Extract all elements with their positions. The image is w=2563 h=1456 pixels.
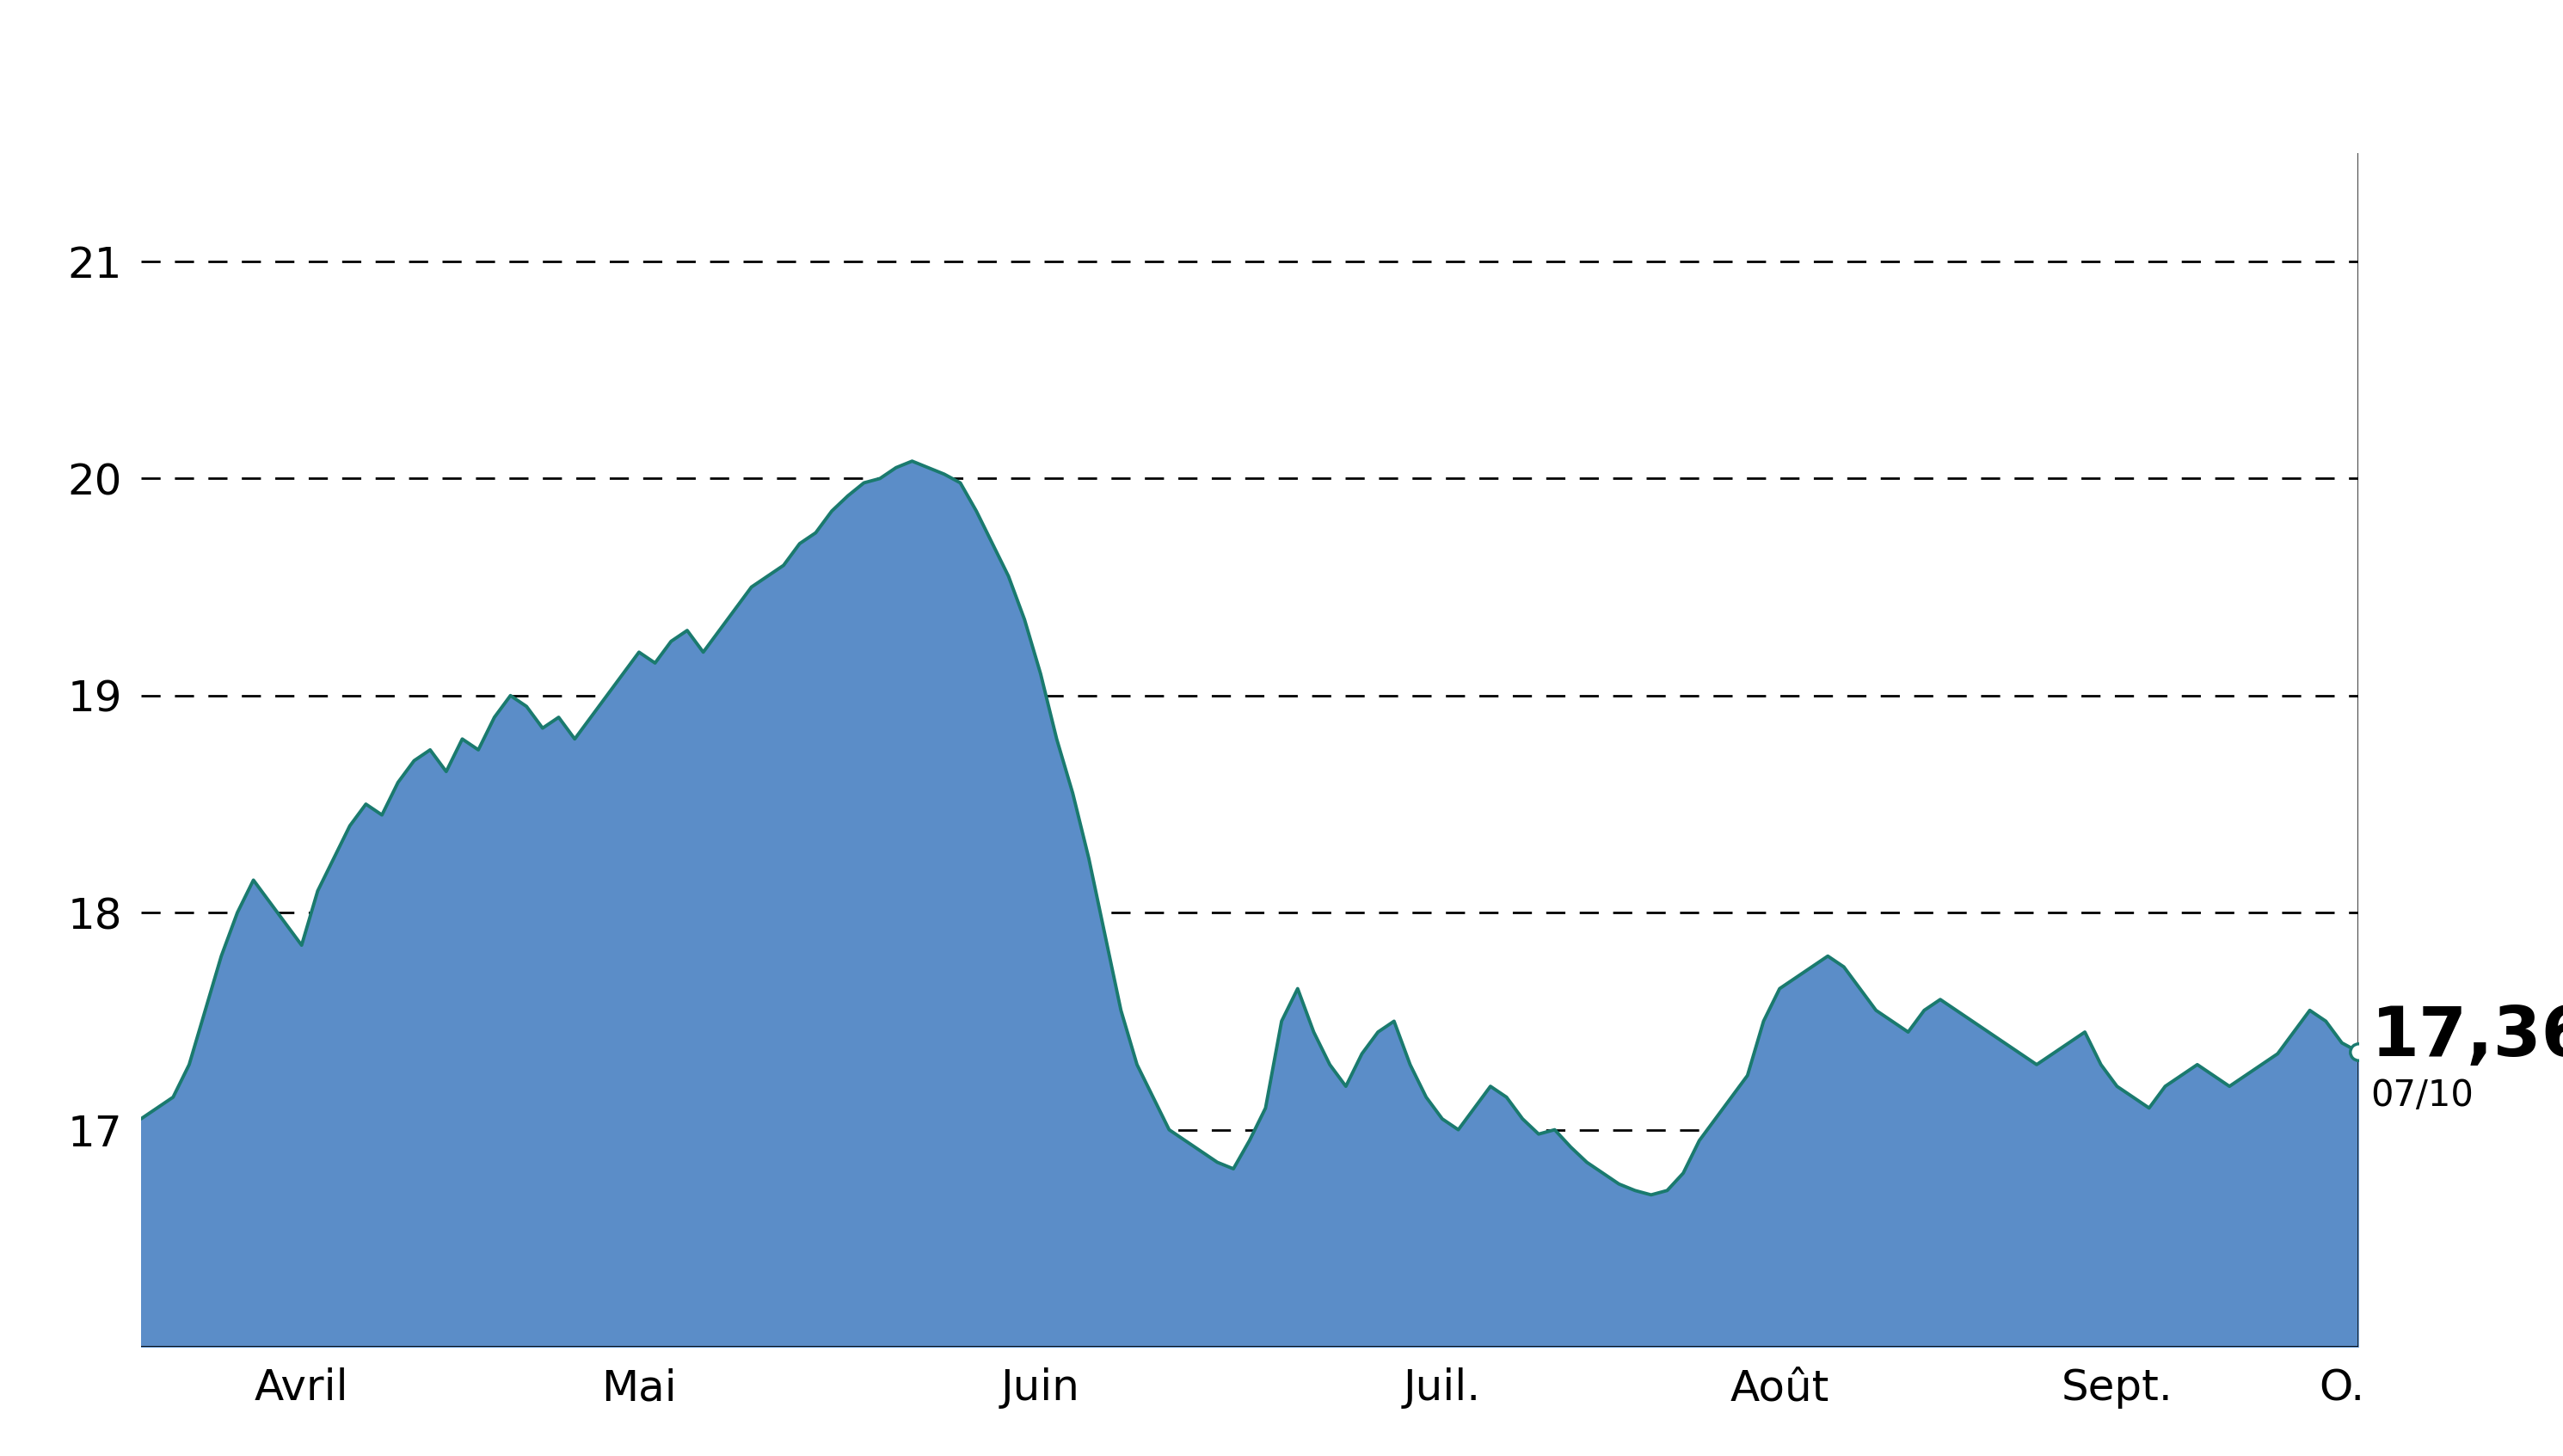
Text: CRCAM BRIE PIC2CCI: CRCAM BRIE PIC2CCI: [795, 20, 1768, 99]
Text: 17,36: 17,36: [2371, 1003, 2563, 1070]
Text: 07/10: 07/10: [2371, 1077, 2473, 1114]
